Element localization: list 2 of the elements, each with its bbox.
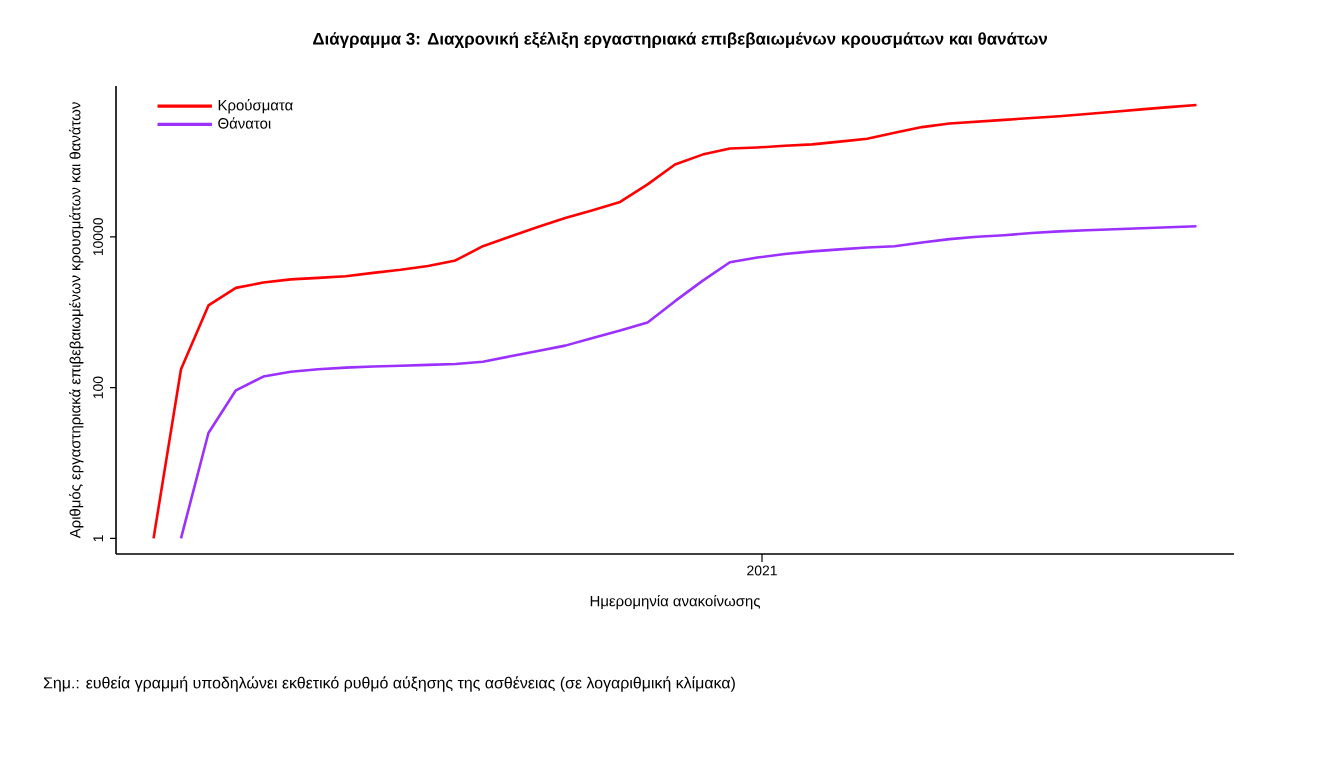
- line-series: [179, 224, 1198, 540]
- chart-title: Διάγραμμα 3: Διαχρονική εξέλιξη εργαστηριακά επιβεβαιωμένων κρουσμάτων και θανάτων: [313, 31, 1048, 49]
